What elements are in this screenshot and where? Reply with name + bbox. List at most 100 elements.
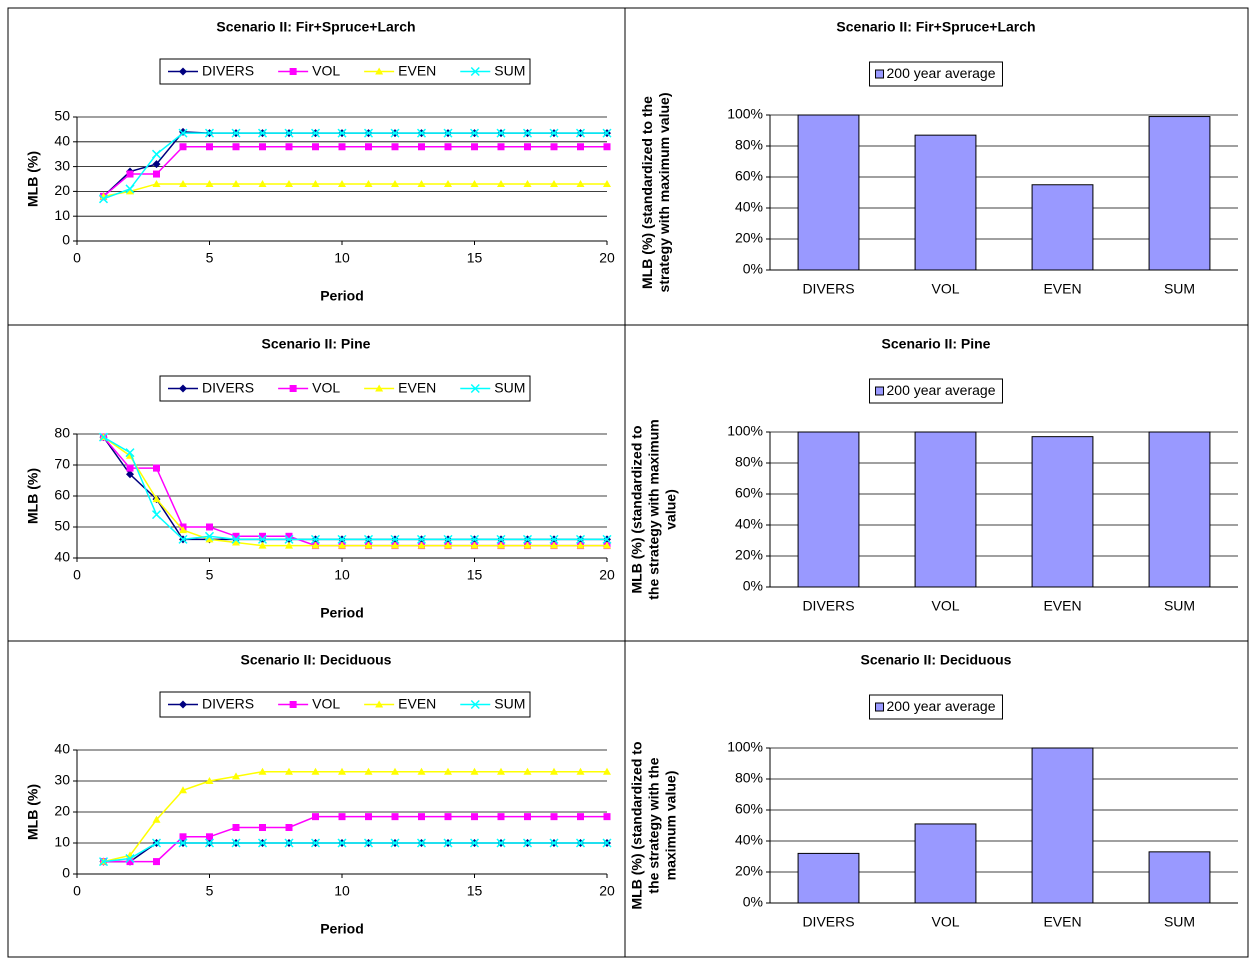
marker: [152, 815, 161, 823]
marker: [496, 534, 506, 544]
marker: [602, 534, 612, 544]
marker: [310, 838, 321, 848]
marker: [390, 128, 400, 138]
y-axis-title: maximum value): [663, 771, 679, 881]
legend-marker: [289, 385, 297, 392]
marker: [497, 813, 505, 821]
marker: [496, 128, 506, 138]
marker: [126, 464, 134, 472]
y-tick-label: 50: [54, 108, 70, 124]
legend-label: SUM: [494, 696, 525, 712]
marker: [232, 179, 240, 187]
y-tick-label: 100%: [727, 106, 763, 122]
marker: [524, 813, 531, 821]
x-tick-label: VOL: [931, 914, 959, 930]
marker: [470, 541, 479, 549]
marker: [576, 541, 585, 549]
marker: [312, 813, 319, 821]
marker: [258, 179, 267, 187]
marker: [231, 534, 241, 544]
x-axis-title: Period: [320, 921, 364, 937]
marker: [98, 857, 109, 867]
bar: [1031, 436, 1094, 588]
marker: [258, 767, 267, 775]
legend-marker: [179, 384, 187, 393]
marker: [204, 838, 215, 848]
chart: Scenario II: Fir+Spruce+Larch01020304050…: [25, 19, 615, 304]
bar: [1148, 116, 1211, 271]
marker: [337, 838, 347, 848]
marker: [550, 143, 558, 151]
marker: [259, 532, 266, 540]
legend-marker: [375, 700, 384, 708]
y-axis-title: MLB (%) (standardized to: [629, 426, 645, 594]
marker: [391, 767, 399, 775]
marker: [549, 534, 559, 544]
y-axis-title: the strategy with the: [646, 757, 662, 893]
x-tick-label: EVEN: [1043, 914, 1081, 930]
marker: [285, 179, 293, 187]
marker: [522, 534, 533, 544]
marker: [257, 128, 268, 138]
marker: [550, 813, 558, 821]
x-tick-label: 20: [599, 883, 615, 899]
marker: [311, 179, 320, 187]
marker: [311, 541, 320, 549]
marker: [204, 531, 215, 541]
x-tick-label: 15: [467, 250, 483, 266]
marker: [444, 767, 452, 775]
bar: [1031, 184, 1094, 271]
x-tick-label: 10: [334, 250, 350, 266]
marker: [337, 534, 347, 544]
y-tick-label: 0%: [743, 894, 763, 910]
marker: [178, 128, 188, 138]
marker: [416, 534, 427, 544]
marker: [603, 813, 611, 821]
legend-label: EVEN: [398, 696, 436, 712]
marker: [151, 510, 162, 520]
x-tick-label: DIVERS: [802, 914, 854, 930]
y-tick-label: 0: [62, 232, 70, 248]
marker: [232, 538, 240, 546]
marker: [391, 179, 399, 187]
legend-marker: [289, 68, 297, 75]
marker: [285, 532, 293, 540]
marker: [284, 128, 294, 138]
y-tick-label: 20%: [735, 547, 763, 563]
marker: [364, 179, 373, 187]
marker: [575, 534, 586, 544]
x-tick-label: EVEN: [1043, 598, 1081, 614]
marker: [391, 143, 399, 151]
y-tick-label: 20%: [735, 863, 763, 879]
bar: [1031, 747, 1094, 904]
marker: [285, 767, 293, 775]
y-axis-title: the strategy with maximum: [646, 419, 662, 600]
marker: [153, 464, 160, 472]
marker: [390, 838, 400, 848]
marker: [257, 838, 268, 848]
marker: [576, 767, 585, 775]
marker: [232, 824, 240, 831]
marker: [259, 143, 266, 151]
marker: [444, 179, 452, 187]
frame: [7, 7, 1249, 958]
series-line: [102, 436, 607, 547]
x-tick-label: 0: [73, 883, 81, 899]
marker: [391, 813, 399, 821]
y-tick-label: 40%: [735, 199, 763, 215]
y-tick-label: 100%: [727, 423, 763, 439]
y-tick-label: 0%: [743, 578, 763, 594]
marker: [444, 541, 452, 549]
x-tick-label: SUM: [1164, 914, 1195, 930]
x-tick-label: 15: [467, 567, 483, 583]
marker: [205, 179, 214, 187]
legend-label: VOL: [312, 696, 340, 712]
series-line: [103, 842, 607, 863]
marker: [152, 495, 161, 503]
marker: [497, 179, 505, 187]
legend-label: 200 year average: [887, 65, 996, 81]
marker: [285, 541, 293, 549]
marker: [363, 838, 374, 848]
marker: [338, 813, 346, 821]
